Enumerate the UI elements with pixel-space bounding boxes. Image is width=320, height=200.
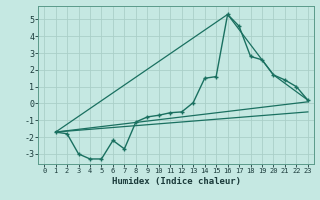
X-axis label: Humidex (Indice chaleur): Humidex (Indice chaleur) xyxy=(111,177,241,186)
